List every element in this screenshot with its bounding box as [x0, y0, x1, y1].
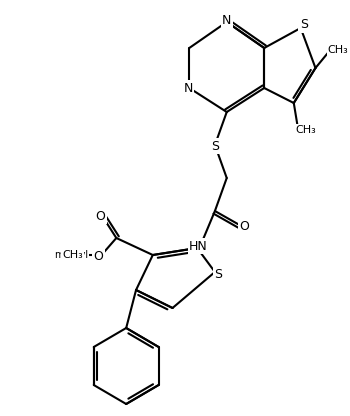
Text: CH₃: CH₃: [328, 45, 349, 55]
Text: S: S: [211, 139, 219, 153]
Text: methyl: methyl: [54, 250, 88, 260]
Text: O: O: [239, 220, 250, 233]
Text: O: O: [94, 250, 104, 263]
Text: O: O: [96, 210, 105, 223]
Text: S: S: [300, 18, 308, 32]
Text: S: S: [214, 267, 222, 280]
Text: N: N: [184, 82, 193, 94]
Text: HN: HN: [189, 240, 208, 253]
Text: CH₃: CH₃: [295, 125, 316, 135]
Text: N: N: [222, 15, 231, 27]
Text: CH₃: CH₃: [63, 250, 83, 260]
